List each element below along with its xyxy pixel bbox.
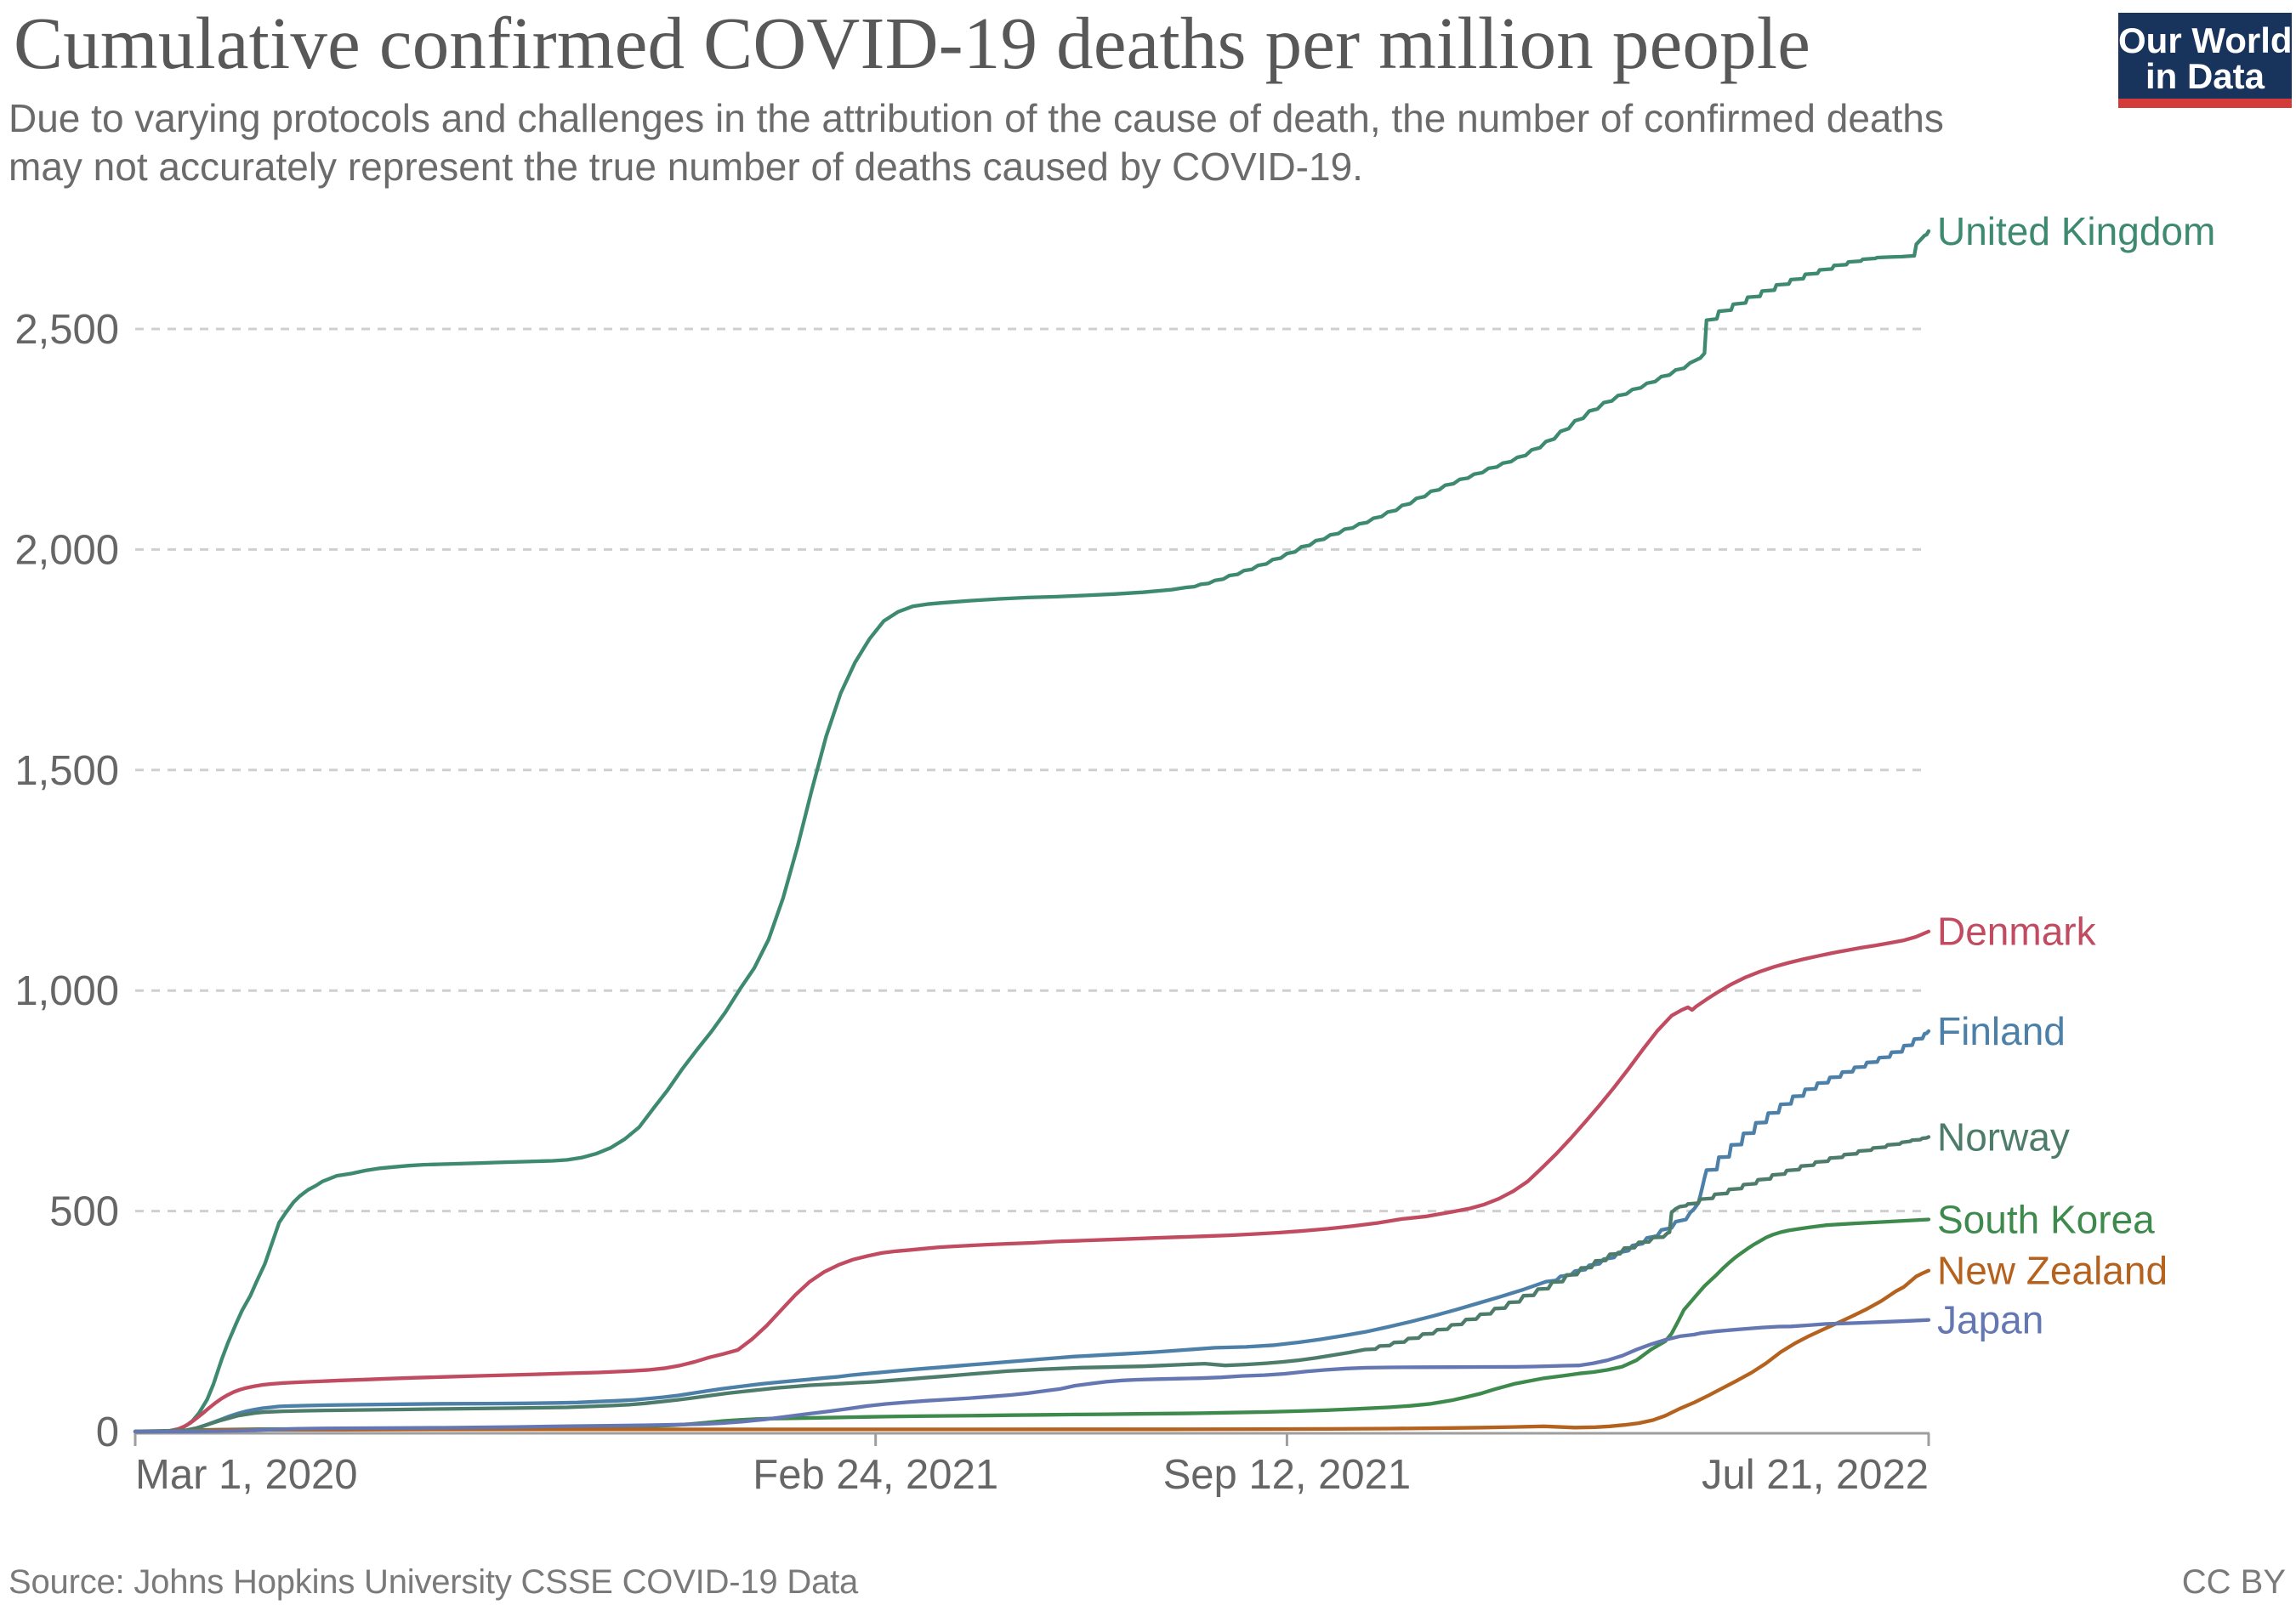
owid-logo: Our World in Data [2118,13,2293,108]
license-note: CC BY [2181,1563,2286,1601]
x-tick-label-0: Mar 1, 2020 [135,1452,358,1498]
owid-logo-line1: Our World [2118,20,2293,60]
series-label-united-kingdom: United Kingdom [1937,209,2215,253]
y-tick-label-2000: 2,000 [14,527,119,573]
series-path-new-zealand [133,1268,1931,1434]
y-tick-label-0: 0 [96,1409,119,1455]
y-tick-label-1000: 1,000 [14,968,119,1014]
chart-subtitle-line2: may not accurately represent the true nu… [9,145,1363,189]
series-path-south-korea [133,1217,1931,1433]
owid-logo-line2: in Data [2145,56,2265,96]
series-path-finland [133,1029,1931,1434]
series-path-united-kingdom [133,229,1931,1434]
series-label-finland: Finland [1937,1009,2066,1053]
source-note: Source: Johns Hopkins University CSSE CO… [9,1563,859,1601]
owid-logo-red-bar [2118,99,2292,108]
owid-logo-text: Our World in Data [2118,20,2293,96]
series-label-denmark: Denmark [1937,910,2097,954]
y-tick-label-1500: 1,500 [14,748,119,794]
x-tick-label-3: Jul 21, 2022 [1702,1452,1929,1498]
chart-subtitle: Due to varying protocols and challenges … [9,94,1944,191]
y-tick-label-2500: 2,500 [14,307,119,353]
series-label-norway: Norway [1937,1114,2070,1159]
x-tick-label-2: Sep 12, 2021 [1163,1452,1412,1498]
series-path-norway [133,1135,1931,1434]
series-label-south-korea: South Korea [1937,1197,2155,1241]
y-tick-label-500: 500 [49,1189,119,1235]
series-path-japan [133,1318,1931,1434]
chart-title: Cumulative confirmed COVID-19 deaths per… [14,2,1811,84]
series-label-japan: Japan [1937,1298,2043,1342]
chart-subtitle-line1: Due to varying protocols and challenges … [9,96,1944,140]
x-tick-label-1: Feb 24, 2021 [753,1452,998,1498]
series-path-denmark [133,929,1931,1434]
series-label-new-zealand: New Zealand [1937,1249,2168,1293]
